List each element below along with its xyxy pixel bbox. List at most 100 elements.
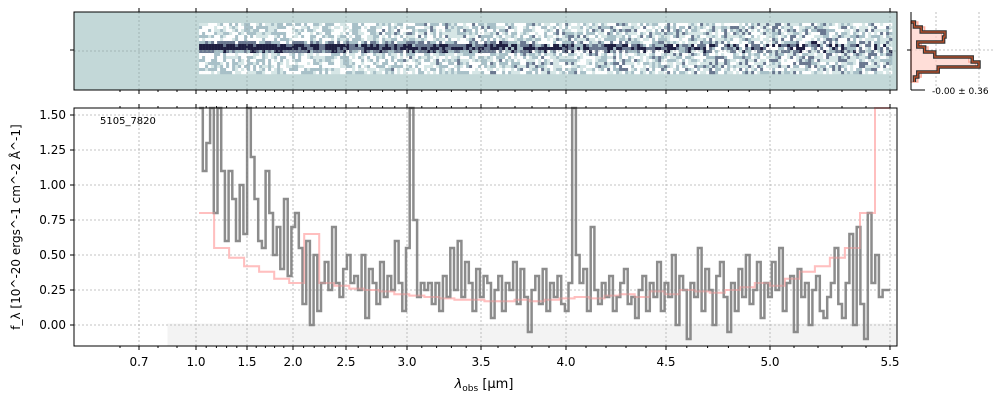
spectrum-2d-pixel [361,56,365,60]
spectrum-2d-pixel [301,41,305,45]
spectrum-2d-pixel [796,38,800,42]
spectrum-2d-pixel [304,65,308,69]
spectrum-2d-pixel [577,35,581,39]
spectrum-2d-pixel [697,71,701,75]
spectrum-2d-pixel [370,41,374,45]
spectrum-2d-pixel [358,56,362,60]
spectrum-2d-pixel [571,32,575,36]
spectrum-2d-pixel [772,41,776,45]
spectrum-2d-pixel [856,50,860,54]
spectrum-2d-pixel [400,44,404,48]
spectrum-2d-pixel [205,50,209,54]
spectrum-2d-pixel [790,32,794,36]
spectrum-2d-pixel [712,59,716,63]
spectrum-2d-pixel [442,56,446,60]
spectrum-2d-pixel [736,65,740,69]
spectrum-2d-pixel [760,56,764,60]
spectrum-2d-pixel [766,23,770,27]
spectrum-2d-pixel [799,56,803,60]
spectrum-2d-pixel [859,65,863,69]
spectrum-2d-pixel [238,65,242,69]
spectrum-2d-pixel [469,38,473,42]
spectrum-2d-pixel [688,65,692,69]
spectrum-2d-pixel [304,59,308,63]
spectrum-2d-pixel [322,62,326,66]
spectrum-2d-pixel [397,53,401,57]
spectrum-2d-pixel [868,47,872,51]
spectrum-2d-pixel [538,62,542,66]
spectrum-2d-pixel [511,71,515,75]
spectrum-2d-pixel [625,38,629,42]
spectrum-2d-pixel [682,59,686,63]
spectrum-2d-pixel [751,41,755,45]
spectrum-2d-pixel [199,32,203,36]
spectrum-2d-pixel [499,32,503,36]
spectrum-2d-pixel [706,71,710,75]
spectrum-2d-pixel [730,71,734,75]
spectrum-2d-pixel [631,71,635,75]
spectrum-2d-pixel [505,68,509,72]
spectrum-2d-pixel [520,47,524,51]
spectrum-2d-pixel [457,47,461,51]
spectrum-2d-pixel [535,62,539,66]
spectrum-2d-pixel [496,47,500,51]
spectrum-2d-pixel [277,29,281,33]
spectrum-2d-pixel [412,59,416,63]
spectrum-2d-pixel [847,62,851,66]
spectrum-2d-pixel [571,59,575,63]
spectrum-2d-pixel [682,44,686,48]
spectrum-2d-pixel [268,29,272,33]
spectrum-2d-pixel [814,32,818,36]
spectrum-2d-pixel [265,68,269,72]
spectrum-2d-pixel [625,50,629,54]
spectrum-2d-pixel [598,26,602,30]
spectrum-2d-pixel [481,65,485,69]
spectrum-2d-pixel [700,65,704,69]
spectrum-2d-pixel [685,26,689,30]
spectrum-2d-pixel [319,53,323,57]
spectrum-2d-pixel [667,50,671,54]
spectrum-2d-pixel [724,65,728,69]
spectrum-2d-pixel [700,47,704,51]
spectrum-2d-pixel [277,56,281,60]
spectrum-2d-pixel [511,44,515,48]
spectrum-2d-pixel [466,56,470,60]
spectrum-2d-pixel [268,50,272,54]
spectrum-2d-pixel [541,23,545,27]
spectrum-2d-pixel [406,32,410,36]
spectrum-2d-pixel [841,53,845,57]
spectrum-2d-pixel [199,53,203,57]
spectrum-2d-pixel [505,56,509,60]
spectrum-2d-pixel [415,29,419,33]
spectrum-2d-pixel [820,62,824,66]
spectrum-2d-pixel [319,62,323,66]
spectrum-2d-pixel [658,53,662,57]
spectrum-2d-pixel [340,56,344,60]
spectrum-2d-pixel [247,23,251,27]
spectrum-2d-pixel [658,59,662,63]
spectrum-2d-pixel [814,50,818,54]
spectrum-2d-pixel [325,53,329,57]
spectrum-2d-pixel [706,32,710,36]
spectrum-2d-pixel [349,26,353,30]
spectrum-2d-pixel [262,59,266,63]
spectrum-2d-pixel [613,26,617,30]
x-tick-label: 1.0 [186,355,205,369]
spectrum-2d-pixel [481,35,485,39]
spectrum-2d-pixel [286,62,290,66]
spectrum-2d-pixel [577,29,581,33]
spectrum-2d-pixel [574,56,578,60]
spectrum-2d-pixel [529,29,533,33]
spectrum-2d-pixel [748,71,752,75]
spectrum-2d-pixel [322,35,326,39]
spectrum-2d-pixel [616,65,620,69]
spectrum-2d-pixel [547,68,551,72]
spectrum-2d-pixel [556,47,560,51]
spectrum-2d-pixel [415,47,419,51]
spectrum-2d-pixel [319,41,323,45]
spectrum-2d-pixel [673,38,677,42]
spectrum-2d-pixel [583,50,587,54]
spectrum-2d-pixel [301,71,305,75]
spectrum-2d-pixel [418,68,422,72]
spectrum-2d-pixel [211,56,215,60]
